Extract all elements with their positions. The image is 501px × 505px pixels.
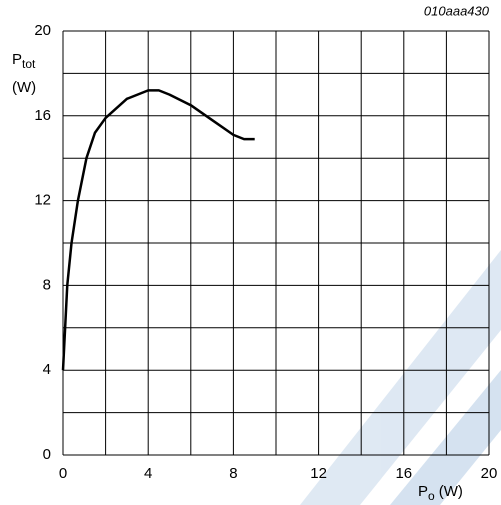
x-axis-label: Po (W) [418,483,463,503]
y-tick-label: 0 [43,446,51,463]
y-axis-label: Ptot [12,51,36,71]
y-axis-unit: (W) [12,79,36,96]
y-tick-label: 16 [34,107,51,124]
y-tick-label: 12 [34,192,51,209]
x-label-main: P [418,483,428,500]
x-tick-label: 8 [229,465,237,482]
y-label-main: P [12,51,22,68]
x-tick-label: 12 [310,465,327,482]
y-tick-label: 20 [34,22,51,39]
x-tick-label: 16 [395,465,412,482]
x-label-sub: o [428,489,435,503]
x-tick-label: 20 [481,465,498,482]
curve [61,89,255,371]
watermark [300,250,501,505]
y-label-sub: tot [22,57,36,71]
y-tick-label: 8 [43,276,51,293]
x-tick-label: 4 [144,465,152,482]
y-tick-label: 4 [43,361,51,378]
annotation: 010aaa430 [424,3,490,18]
x-tick-label: 0 [59,465,67,482]
x-label-unit: (W) [439,483,463,500]
